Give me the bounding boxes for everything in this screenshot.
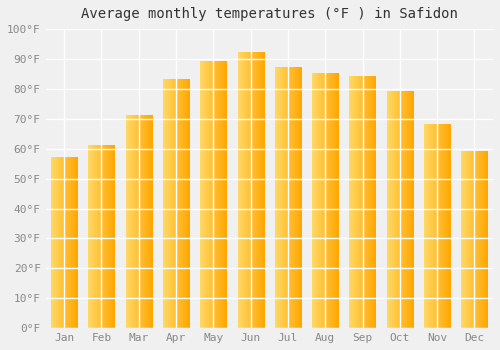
Title: Average monthly temperatures (°F ) in Safidon: Average monthly temperatures (°F ) in Sa…: [81, 7, 458, 21]
